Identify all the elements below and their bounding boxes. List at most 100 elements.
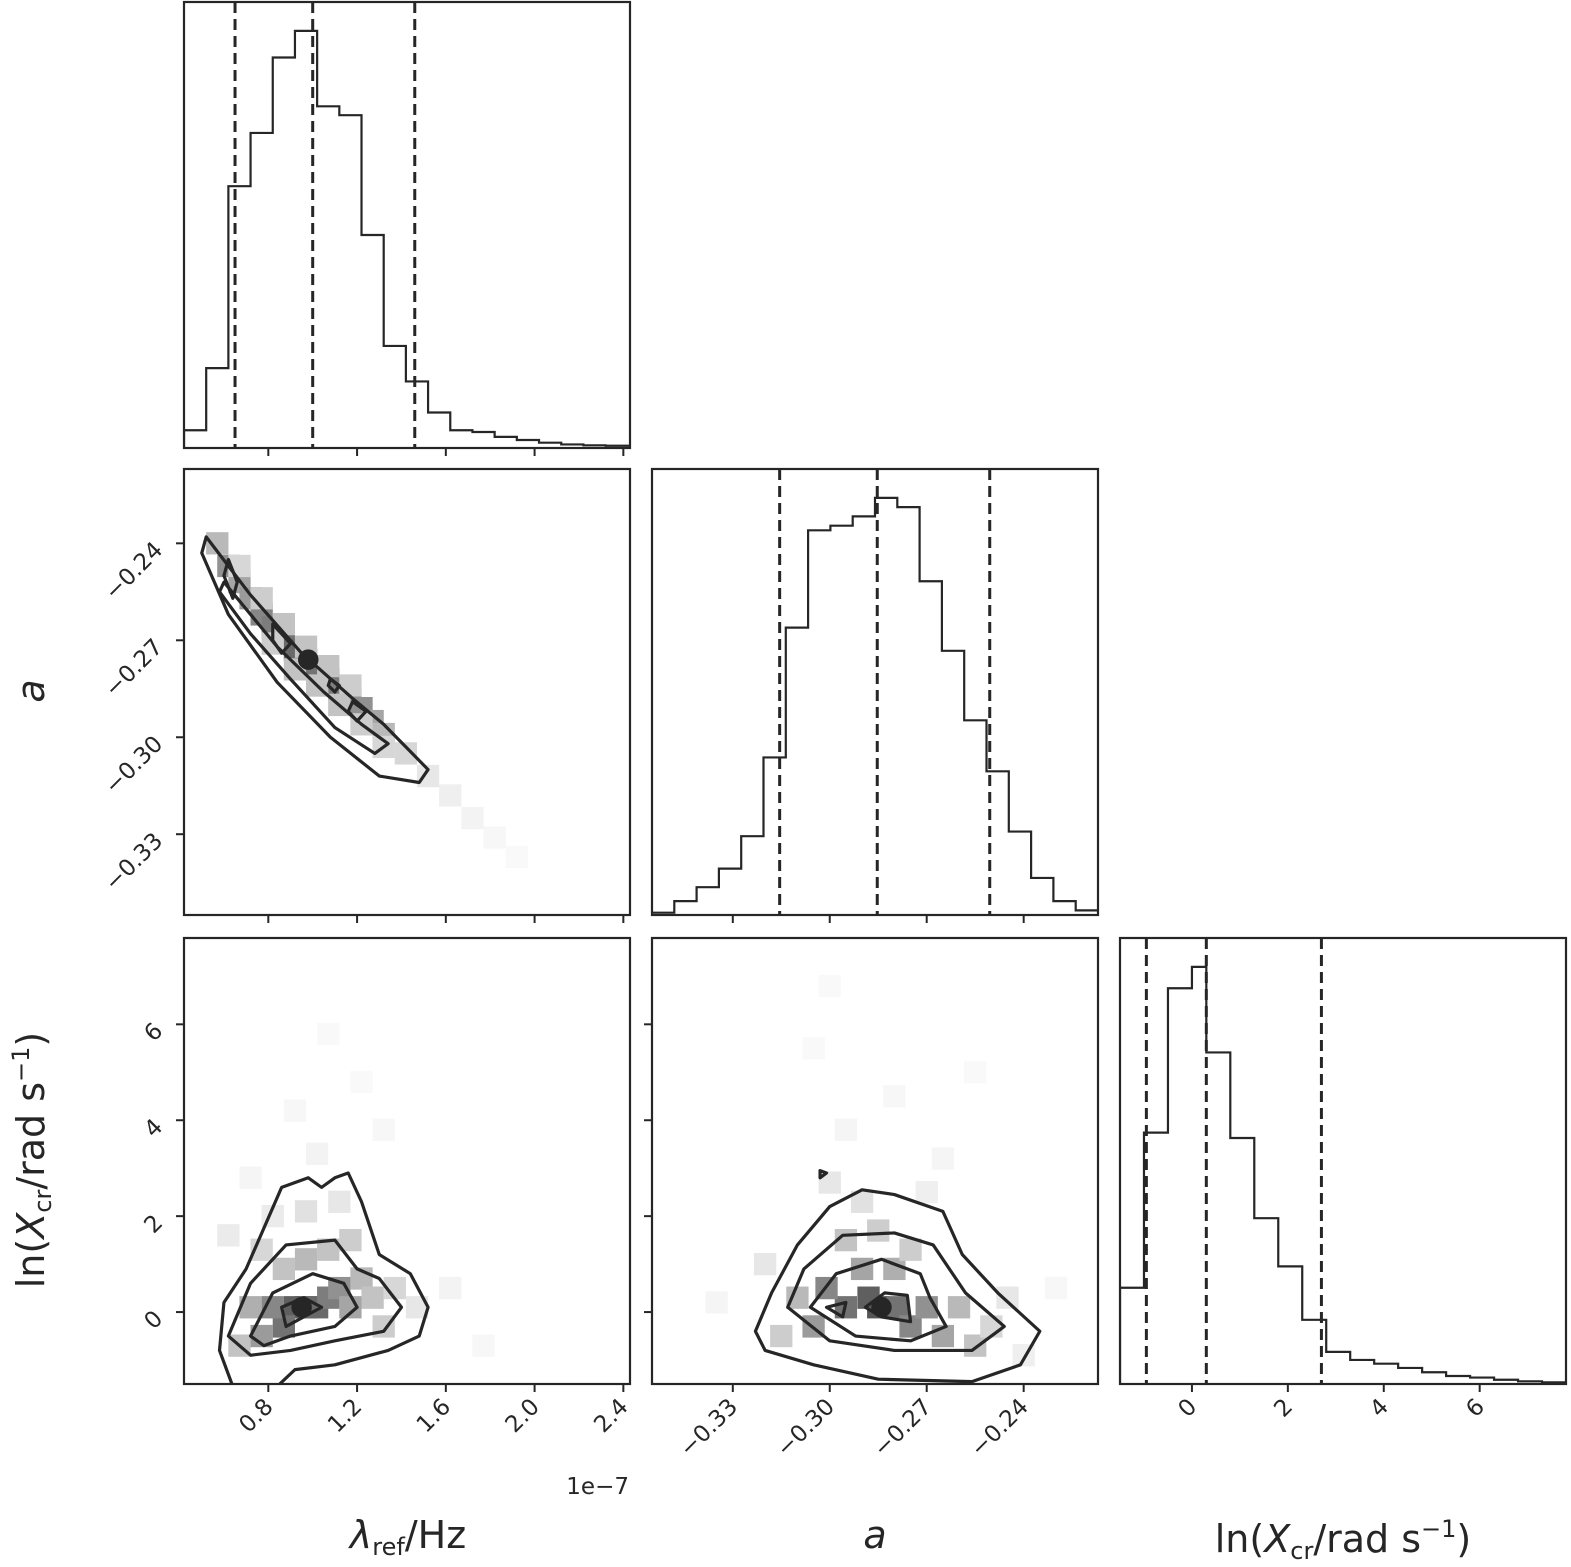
panel-content [184,2,630,448]
svg-text:λref/Hz: λref/Hz [348,1513,466,1561]
x-tick-label: −0.27 [869,1394,937,1462]
panel-content [200,532,528,868]
panels-layer: 0 2 4 6−0.33−0.30−0.27−0.240.8 1.2 1.6 2.0 2.40… [100,0,1568,1462]
density-cell [964,1061,987,1084]
y-tick-label: −0.24 [100,537,168,605]
density-cell [372,1118,395,1141]
y-lnx-close: ) [9,1032,53,1047]
y-lnx-symbol: X [9,1212,53,1241]
density-cell [915,1181,938,1204]
density-cell [461,806,484,830]
hist-step-a [652,496,1098,915]
density-frame [650,936,1100,1386]
svg-text:a: a [863,1513,886,1557]
density-cell [818,1171,841,1194]
density-cell [217,1224,240,1247]
density-panel-a-ln_X_cr: −0.33 −0.30 −0.27 −0.24 [644,936,1100,1462]
y-tick-label: −0.30 [100,731,168,799]
contour-line [326,677,341,694]
density-cell [786,1286,809,1309]
y-lnx-prefix: ln( [9,1239,53,1288]
hist-step-ln_X_cr [1120,965,1566,1384]
x-tick-label: −0.24 [966,1394,1034,1462]
density-cell [339,1228,362,1252]
lambda-unit: /Hz [405,1513,466,1557]
x-tick-label: 2.0 [501,1394,545,1438]
hist-panel-lambda_ref [182,0,632,456]
x-tick-label: 2 [1269,1394,1298,1423]
x-tick-label: 0.8 [234,1394,278,1438]
a-symbol: a [863,1513,886,1557]
density-cell [272,1257,296,1281]
lnx-close: ) [1456,1517,1471,1561]
y-tick-label: −0.33 [100,828,168,896]
density-cell [867,1219,890,1242]
hist-step-lambda_ref [184,29,630,448]
density-cell [931,1147,955,1170]
x-tick-label: −0.30 [772,1394,840,1462]
density-cell [802,1037,825,1060]
lnx-unit: /rad s [1313,1517,1421,1561]
density-cell [770,1324,793,1348]
contour-line [346,700,368,723]
density-cell [996,1286,1019,1309]
density-cell [294,1248,318,1271]
panel-content [652,469,1098,915]
contour-line [818,1168,829,1180]
density-cell [505,845,528,868]
contour-line [226,1238,404,1357]
x-tick-label: −0.33 [675,1394,743,1462]
hist-frame-a [650,467,1100,917]
density-cell [239,1166,262,1189]
x-tick-label: 1.2 [323,1394,367,1438]
density-cell [294,1200,318,1223]
density-cell [339,1296,362,1319]
density-peak [298,649,319,670]
density-cell [317,654,340,678]
lnx-prefix: ln( [1215,1517,1264,1561]
contour-line [217,1171,430,1384]
density-cell [850,1190,874,1213]
density-cell [405,1296,429,1319]
lnx-symbol: X [1262,1517,1291,1561]
x-axis-label-lambda: λref/Hz [348,1513,466,1561]
density-cell [416,764,440,788]
density-peak [291,1297,312,1318]
lnx-subscript: cr [1290,1537,1313,1565]
x-tick-label: 2.4 [589,1394,633,1438]
lnx-superscript: −1 [1421,1515,1456,1543]
panel-content [705,974,1068,1384]
lambda-subscript: ref [372,1533,405,1561]
contour-line [808,1257,948,1343]
density-cell [317,1238,340,1261]
hist-panel-ln_X_cr: 0 2 4 6 [1118,936,1568,1423]
hist-frame-lambda_ref [182,0,632,450]
density-cell [705,1291,728,1314]
x-offset-text: 1e−7 [566,1474,629,1500]
x-axis-label-lnx: ln(Xcr/rad s−1) [1215,1515,1472,1565]
lambda-symbol: λ [348,1513,373,1557]
y-a-symbol: a [9,679,53,702]
density-cell [886,1296,909,1319]
density-panel-lambda_ref-a: −0.33 −0.30 −0.27 −0.24 [100,467,632,923]
hist-frame-ln_X_cr [1118,936,1568,1386]
density-cell [350,1070,373,1094]
density-cell [964,1334,987,1357]
y-axis-label-a: a [9,679,53,702]
density-cell [317,1022,340,1046]
y-tick-label: 6 [140,1018,169,1047]
density-cell [483,826,506,849]
panel-content [217,1022,495,1384]
density-cell [394,742,418,765]
density-cell [272,1315,296,1338]
density-cell [439,784,462,807]
x-axis-label-a: a [863,1513,886,1557]
density-cell [328,1190,351,1213]
contour-line [271,622,293,655]
density-cell [818,974,841,998]
density-cell [305,1142,329,1165]
density-cell [206,532,229,555]
density-cell [239,1296,262,1319]
svg-text:a: a [9,679,53,702]
contour-line [217,580,390,756]
